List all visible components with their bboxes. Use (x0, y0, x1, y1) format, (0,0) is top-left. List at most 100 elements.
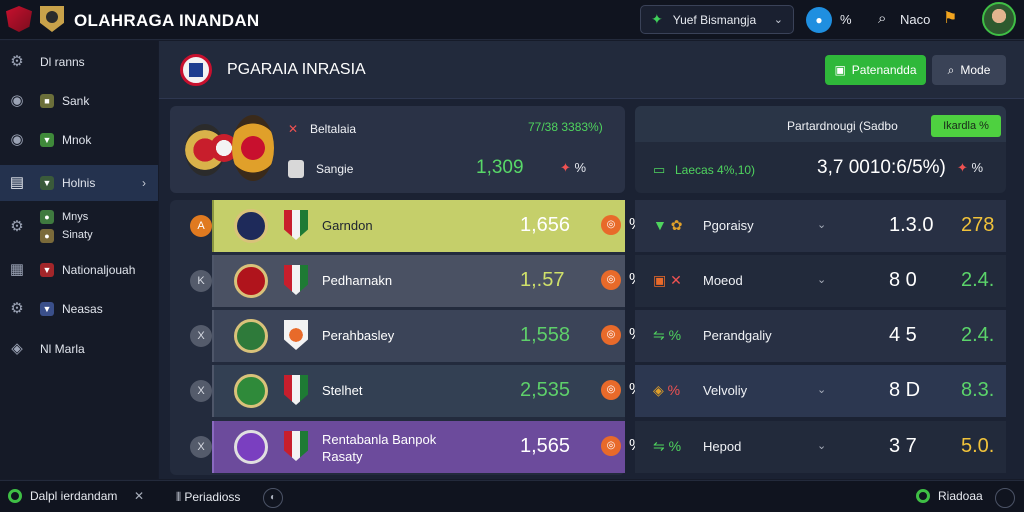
status-dot-icon (916, 489, 930, 503)
team2-name: Sangie (316, 162, 354, 176)
tag-icon: ▣ (834, 63, 846, 77)
stats-row[interactable]: ◈ % Velvoliy ⌄ 8 D 8.3. (635, 365, 1006, 417)
shield-icon (284, 431, 308, 461)
stat-score: 278 (961, 214, 995, 236)
primary-action-button[interactable]: ▣ Patenandda (825, 55, 926, 85)
shield-icon: ▼ (40, 133, 54, 147)
team-crest-icon (234, 430, 268, 464)
team-value: 1,565 (520, 435, 571, 457)
link-icon: ⇋ % (653, 327, 682, 343)
sidebar-item-7[interactable]: ◈ Nl Marla (0, 331, 158, 367)
list-icon: ▭ (653, 162, 666, 177)
team-value: 1,656 (520, 214, 571, 236)
league-logo-icon (180, 54, 212, 86)
team-value: 2,535 (520, 379, 571, 401)
sidebar-item-0[interactable]: ⚙ Dl ranns (0, 44, 158, 80)
rank-badge: A (190, 215, 212, 237)
featured-match-card[interactable]: ✕ Beltalaia Sangie 77/38 3383%) 1,309 ✦ … (170, 106, 625, 193)
sidebar-item-label: Dl ranns (40, 55, 85, 69)
brand-logo-icon[interactable] (6, 6, 32, 32)
team-name: Perahbasley (322, 328, 395, 343)
sidebar-item-label: Nl Marla (40, 342, 85, 356)
sidebar-item-6[interactable]: ⚙ ▼ Neasas (0, 291, 158, 327)
sidebar-item-1[interactable]: ◉ ■ Sank (0, 83, 158, 119)
stat-value: 1.3.0 (889, 214, 934, 236)
stat-value: 3 7 (889, 435, 917, 457)
club-crest-icon (40, 6, 64, 32)
percent-toggle[interactable]: % (840, 12, 852, 27)
footer-status[interactable]: Dalpl ierdandam (8, 489, 117, 503)
stats-row[interactable]: ▼ ✿ Pgoraisy ⌄ 1.3.0 278 (635, 200, 1006, 252)
team1-name: Beltalaia (310, 122, 357, 136)
pin-icon: ◉ (10, 131, 24, 148)
summary-pct: ✦ % (957, 160, 984, 175)
stat-name: Velvoliy (703, 383, 748, 398)
shield-icon (284, 375, 308, 405)
summary-label: Laecas 4%,10) (675, 163, 756, 177)
pct-sign-icon: ✦ (560, 160, 575, 175)
coin-icon: ◎ (601, 215, 621, 235)
stat-score: 5.0. (961, 435, 995, 457)
chevron-down-icon[interactable]: ⌄ (817, 440, 827, 452)
status-bar: Dalpl ierdandam ✕ ⫴ Periadioss ◐ Riadoaa (0, 480, 1024, 512)
search-label[interactable]: Naco (900, 12, 931, 27)
promo-icon[interactable]: ⚑ (943, 10, 958, 27)
top-bar: OLAHRAGA INANDAN ✦ Yuef Bismangja ⌄ ● % … (0, 0, 1024, 40)
team-name: Rentabanla Banpok Rasaty (322, 432, 437, 464)
match-value: 1,309 (476, 157, 524, 178)
footer-right-label: Riadoaa (938, 489, 983, 503)
bars-icon: ⫴ (176, 490, 185, 504)
sidebar-item-label: Holnis (62, 176, 96, 190)
link-icon: ⇋ % (653, 438, 682, 454)
stats-row[interactable]: ▣ ✕ Moeod ⌄ 8 0 2.4. (635, 255, 1006, 307)
league-select-label: Yuef Bismangja (672, 12, 757, 27)
shield-icon: ◈ % (653, 382, 681, 398)
sidebar-item-5[interactable]: ▦ ▼ Nationaljouah (0, 252, 158, 288)
pct-sign-icon: ✦ (957, 160, 972, 175)
footer-middle-label: Periadioss (184, 490, 241, 504)
stat-score: 8.3. (961, 379, 995, 401)
search-icon[interactable]: ⌕ (878, 10, 887, 27)
summary-title: Partardnougi (Sadbo (787, 119, 898, 133)
footer-middle[interactable]: ⫴ Periadioss (176, 490, 240, 505)
table-row[interactable]: Stelhet 2,535 ◎ % (212, 365, 643, 417)
chevron-down-icon[interactable]: ⌄ (817, 274, 827, 286)
shield-icon (284, 265, 308, 295)
stats-row[interactable]: ⇋ % Perandgaliy 4 5 2.4. (635, 310, 1006, 362)
stat-score: 2.4. (961, 269, 995, 291)
shield-icon: ▼ (40, 176, 54, 190)
summary-badge[interactable]: Ikardla % (931, 115, 1001, 137)
settings-circle-icon[interactable] (995, 488, 1015, 508)
status-dot-icon (8, 489, 22, 503)
match-pct: ✦ % (560, 160, 587, 175)
close-icon[interactable]: ✕ (134, 489, 145, 503)
sidebar-item-3[interactable]: ▤ ▼ Holnis › (0, 165, 158, 201)
search-icon: ⌕ (947, 62, 955, 77)
table-row[interactable]: Pedharnakn 1,.57 ◎ % (212, 255, 643, 307)
chat-icon[interactable]: ● (806, 7, 832, 33)
stats-row[interactable]: ⇋ % Hepod ⌄ 3 7 5.0. (635, 421, 1006, 473)
footer-right[interactable]: Riadoaa (916, 489, 983, 503)
sidebar-item-4[interactable]: ⚙ ● ● Mnys Sinaty (0, 207, 158, 247)
table-row[interactable]: Garndon 1,656 ◎ % (212, 200, 643, 252)
sidebar-item-2[interactable]: ◉ ▼ Mnok (0, 122, 158, 158)
refresh-icon[interactable]: ◐ (263, 488, 283, 508)
square-badge-icon: ■ (40, 94, 54, 108)
chevron-down-icon[interactable]: ⌄ (817, 384, 827, 396)
mode-button[interactable]: ⌕ Mode (932, 55, 1006, 85)
team-crest-icon (232, 115, 274, 181)
shield-icon: ▼ (40, 263, 54, 277)
team-name: Stelhet (322, 383, 363, 398)
main-content: PGARAIA INRASIA ▣ Patenandda ⌕ Mode ✕ Be… (159, 41, 1024, 479)
league-select[interactable]: ✦ Yuef Bismangja ⌄ (640, 5, 794, 34)
team-mark-icon: ✕ (288, 122, 299, 136)
chevron-down-icon[interactable]: ⌄ (817, 219, 827, 231)
stat-name: Perandgaliy (703, 328, 772, 343)
team-name: Pedharnakn (322, 273, 393, 288)
user-avatar[interactable] (982, 2, 1016, 36)
table-row[interactable]: Rentabanla Banpok Rasaty 1,565 ◎ % (212, 421, 643, 473)
sidebar-item-label: Nationaljouah (62, 263, 136, 277)
table-row[interactable]: Perahbasley 1,558 ◎ % (212, 310, 643, 362)
app-title: OLAHRAGA INANDAN (74, 11, 260, 30)
